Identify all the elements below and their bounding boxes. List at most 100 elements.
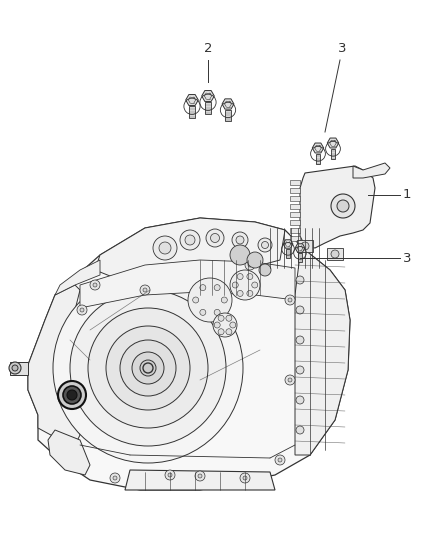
Circle shape: [243, 476, 247, 480]
Circle shape: [296, 306, 304, 314]
Polygon shape: [290, 220, 300, 225]
Circle shape: [132, 352, 164, 384]
Circle shape: [58, 381, 86, 409]
Circle shape: [247, 273, 253, 279]
Circle shape: [53, 273, 243, 463]
Circle shape: [110, 473, 120, 483]
Circle shape: [165, 470, 175, 480]
Circle shape: [188, 278, 232, 322]
Circle shape: [259, 264, 271, 276]
Polygon shape: [327, 138, 339, 148]
Circle shape: [88, 308, 208, 428]
Polygon shape: [295, 244, 305, 252]
Circle shape: [337, 200, 349, 212]
Polygon shape: [290, 188, 300, 193]
Circle shape: [236, 236, 244, 244]
Circle shape: [195, 471, 205, 481]
Circle shape: [247, 290, 253, 296]
Circle shape: [261, 241, 268, 248]
Circle shape: [230, 245, 250, 265]
Circle shape: [245, 260, 255, 270]
Circle shape: [237, 290, 243, 296]
Circle shape: [258, 238, 272, 252]
Circle shape: [77, 305, 87, 315]
Circle shape: [200, 285, 206, 290]
Circle shape: [296, 426, 304, 434]
Circle shape: [140, 285, 150, 295]
Polygon shape: [327, 248, 343, 260]
Circle shape: [140, 360, 156, 376]
Polygon shape: [226, 110, 230, 121]
Polygon shape: [295, 250, 350, 455]
Circle shape: [93, 283, 97, 287]
Polygon shape: [331, 149, 336, 159]
Text: 1: 1: [403, 189, 411, 201]
Circle shape: [159, 242, 171, 254]
Polygon shape: [222, 99, 234, 109]
Circle shape: [214, 285, 220, 290]
Circle shape: [106, 326, 190, 410]
Circle shape: [218, 329, 224, 335]
Polygon shape: [312, 143, 324, 153]
Circle shape: [247, 252, 263, 268]
Circle shape: [218, 315, 224, 321]
Polygon shape: [95, 218, 285, 278]
Circle shape: [252, 282, 258, 288]
Polygon shape: [286, 249, 290, 258]
Circle shape: [80, 308, 84, 312]
Circle shape: [185, 235, 195, 245]
Polygon shape: [300, 166, 375, 248]
Circle shape: [168, 473, 172, 477]
Circle shape: [230, 322, 236, 328]
Circle shape: [206, 229, 224, 247]
Circle shape: [296, 366, 304, 374]
Circle shape: [143, 363, 153, 373]
Circle shape: [232, 282, 238, 288]
Circle shape: [232, 232, 248, 248]
Polygon shape: [202, 91, 214, 101]
Circle shape: [120, 340, 176, 396]
Polygon shape: [80, 260, 295, 308]
Circle shape: [113, 476, 117, 480]
Circle shape: [285, 375, 295, 385]
Circle shape: [288, 378, 292, 382]
Text: 3: 3: [403, 252, 411, 264]
Circle shape: [248, 263, 252, 267]
Text: 3: 3: [338, 42, 346, 55]
Polygon shape: [290, 212, 300, 217]
Polygon shape: [297, 240, 313, 252]
Circle shape: [63, 386, 81, 404]
Polygon shape: [290, 180, 300, 185]
Circle shape: [288, 298, 292, 302]
Circle shape: [214, 309, 220, 316]
Circle shape: [70, 290, 226, 446]
Circle shape: [221, 297, 227, 303]
Circle shape: [9, 362, 21, 374]
Polygon shape: [55, 260, 100, 295]
Polygon shape: [290, 204, 300, 209]
Polygon shape: [315, 154, 321, 164]
Polygon shape: [189, 106, 195, 118]
Polygon shape: [290, 236, 300, 241]
Circle shape: [193, 297, 199, 303]
Circle shape: [214, 322, 220, 328]
Circle shape: [198, 474, 202, 478]
Circle shape: [211, 233, 219, 243]
Polygon shape: [283, 240, 293, 248]
Polygon shape: [298, 253, 302, 262]
Circle shape: [230, 270, 260, 300]
Circle shape: [296, 276, 304, 284]
Polygon shape: [290, 228, 300, 233]
Circle shape: [200, 309, 206, 316]
Circle shape: [67, 390, 77, 400]
Polygon shape: [28, 218, 350, 490]
Circle shape: [226, 315, 232, 321]
Polygon shape: [186, 94, 198, 106]
Circle shape: [143, 288, 147, 292]
Polygon shape: [10, 362, 28, 375]
Circle shape: [226, 329, 232, 335]
Circle shape: [180, 230, 200, 250]
Circle shape: [90, 280, 100, 290]
Circle shape: [331, 194, 355, 218]
Circle shape: [301, 242, 309, 250]
